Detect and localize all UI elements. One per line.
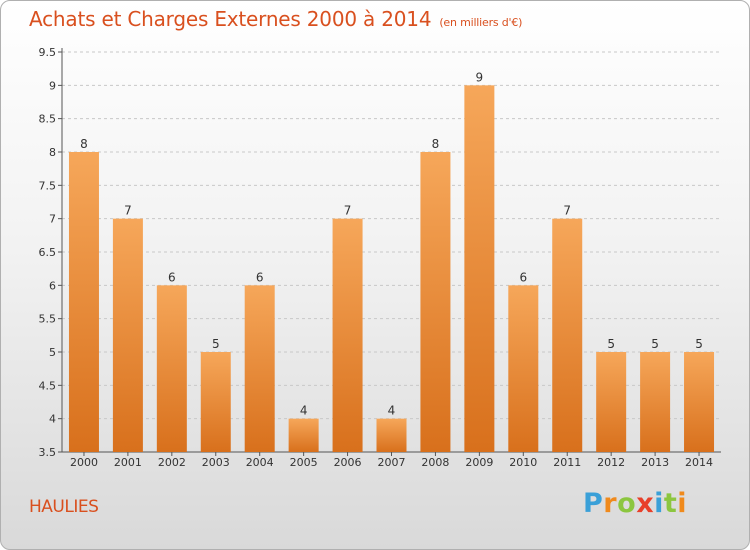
bar — [68, 152, 99, 452]
x-tick-label: 2012 — [597, 456, 625, 469]
bar — [420, 152, 451, 452]
bar — [552, 218, 583, 452]
data-label: 7 — [344, 204, 352, 218]
y-tick-label: 7 — [49, 213, 56, 226]
y-tick-label: 6 — [49, 279, 56, 292]
data-label: 9 — [476, 70, 484, 84]
y-tick-label: 8 — [49, 146, 56, 159]
x-tick-label: 2010 — [509, 456, 537, 469]
data-label: 8 — [80, 137, 88, 151]
x-tick-label: 2003 — [202, 456, 230, 469]
data-label: 6 — [168, 270, 176, 284]
bar — [640, 352, 671, 452]
data-label: 5 — [651, 337, 659, 351]
logo-letter: o — [617, 488, 637, 519]
x-tick-label: 2007 — [378, 456, 406, 469]
logo-letter: r — [603, 488, 618, 519]
y-tick-label: 6.5 — [39, 246, 57, 259]
y-tick-label: 7.5 — [39, 179, 57, 192]
chart-title: Achats et Charges Externes 2000 à 2014 (e… — [29, 7, 522, 31]
data-label: 5 — [607, 337, 615, 351]
x-tick-label: 2014 — [685, 456, 713, 469]
bar — [200, 352, 231, 452]
x-tick-label: 2005 — [290, 456, 318, 469]
x-tick-label: 2013 — [641, 456, 669, 469]
x-tick-label: 2011 — [553, 456, 581, 469]
bar — [596, 352, 627, 452]
data-label: 6 — [519, 270, 527, 284]
x-tick-label: 2002 — [158, 456, 186, 469]
data-label: 7 — [563, 204, 571, 218]
y-tick-label: 4.5 — [39, 379, 57, 392]
y-tick-label: 4 — [49, 413, 56, 426]
chart-unit: (en milliers d'€) — [439, 16, 523, 29]
data-label: 7 — [124, 204, 132, 218]
x-tick-label: 2000 — [70, 456, 98, 469]
y-tick-label: 5 — [49, 346, 56, 359]
logo-letter: x — [636, 488, 655, 519]
proxiti-logo: Proxiti — [583, 488, 687, 519]
x-tick-label: 2004 — [246, 456, 274, 469]
y-tick-label: 9 — [49, 79, 56, 92]
y-tick-label: 5.5 — [39, 313, 57, 326]
bar — [156, 285, 187, 452]
x-tick-label: 2006 — [334, 456, 362, 469]
data-label: 4 — [300, 404, 308, 418]
data-label: 4 — [388, 404, 396, 418]
bar — [684, 352, 715, 452]
town-name: HAULIES — [29, 497, 99, 517]
data-label: 8 — [432, 137, 440, 151]
bar — [376, 418, 407, 452]
y-tick-label: 8.5 — [39, 113, 57, 126]
bar — [288, 418, 319, 452]
logo-letter: P — [583, 488, 604, 519]
bar — [244, 285, 275, 452]
chart-title-text: Achats et Charges Externes 2000 à 2014 — [29, 7, 432, 31]
bar — [508, 285, 539, 452]
x-tick-label: 2008 — [421, 456, 449, 469]
bar — [112, 218, 143, 452]
x-tick-label: 2001 — [114, 456, 142, 469]
logo-letter: i — [654, 488, 664, 519]
data-label: 5 — [695, 337, 703, 351]
y-tick-label: 9.5 — [39, 46, 57, 59]
y-tick-label: 3.5 — [39, 446, 57, 459]
bar — [464, 85, 495, 452]
data-label: 5 — [212, 337, 220, 351]
data-label: 6 — [256, 270, 264, 284]
bar — [332, 218, 363, 452]
logo-letter: t — [663, 488, 678, 519]
logo-letter: i — [677, 488, 688, 519]
x-tick-label: 2009 — [465, 456, 493, 469]
